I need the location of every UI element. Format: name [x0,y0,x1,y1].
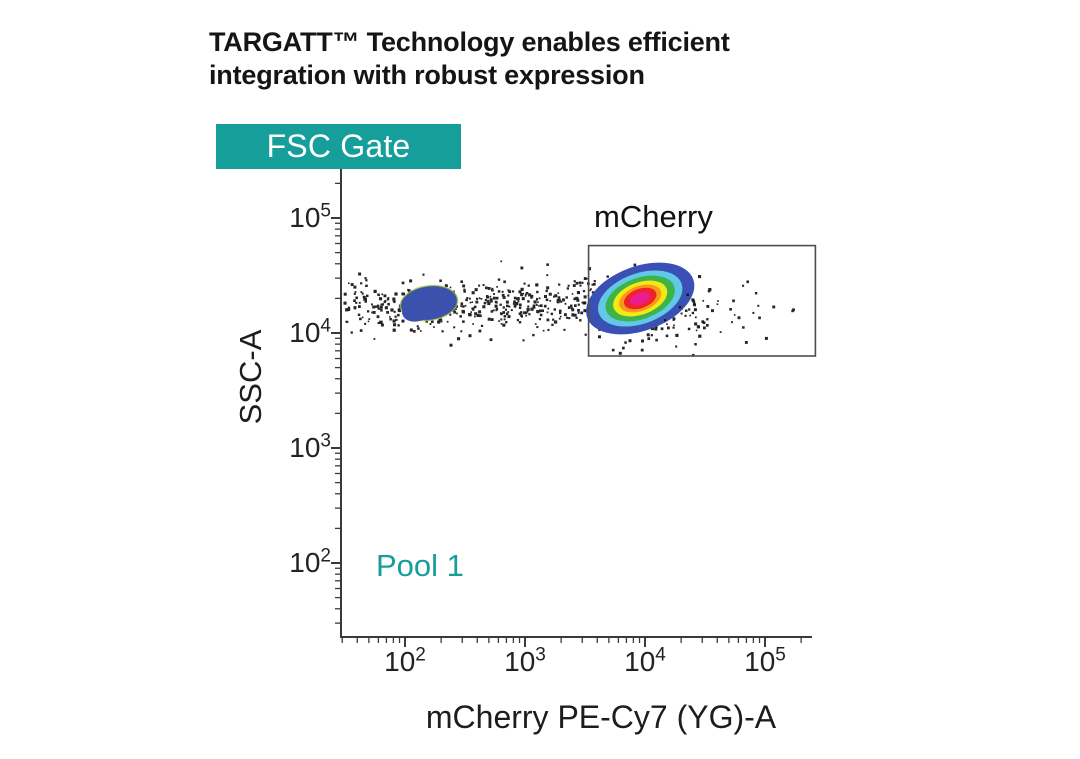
negative-population-blob [399,284,459,322]
axis-ticks [331,182,802,647]
fsc-gate-badge: FSC Gate [216,124,461,169]
x-tick-label: 103 [504,644,546,677]
axis-lines [340,169,812,638]
y-tick-label: 102 [289,545,331,578]
x-tick-label: 105 [744,644,786,677]
x-axis-label: mCherry PE-Cy7 (YG)-A [425,699,777,735]
y-tick-label: 105 [289,200,331,233]
gate-label: mCherry [594,199,713,234]
figure-title: TARGATT™ Technology enables efficient in… [209,26,849,92]
mcherry-gate-rectangle [587,244,817,357]
positive-population-density-rings [586,262,695,335]
scatter-dots-fringe [558,263,749,355]
x-tick-label: 104 [624,644,666,677]
x-tick-label: 102 [384,644,426,677]
fsc-gate-badge-label: FSC Gate [266,128,411,164]
figure-title-line2: integration with robust expression [209,60,645,90]
y-axis-label: SSC-A [233,329,268,425]
figure-title-line1: TARGATT™ Technology enables efficient [209,27,730,57]
y-tick-label: 103 [289,430,331,463]
y-tick-label: 104 [289,315,331,348]
pool-label: Pool 1 [376,548,464,583]
